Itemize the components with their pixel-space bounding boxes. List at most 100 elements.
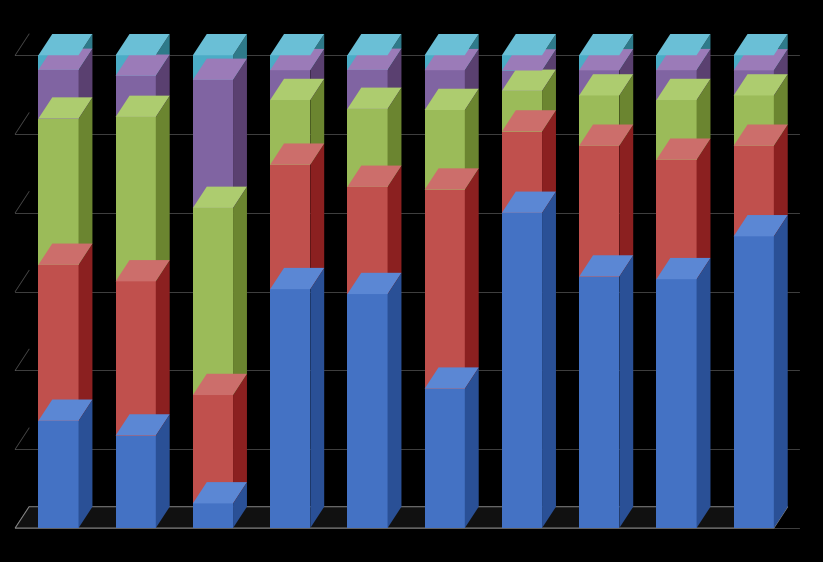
Polygon shape	[115, 282, 156, 436]
Polygon shape	[78, 48, 92, 119]
Polygon shape	[774, 49, 788, 96]
Polygon shape	[115, 76, 156, 117]
Polygon shape	[347, 70, 388, 109]
Polygon shape	[310, 49, 324, 100]
Polygon shape	[347, 109, 388, 187]
Polygon shape	[620, 255, 633, 528]
Polygon shape	[193, 34, 247, 55]
Polygon shape	[115, 436, 156, 528]
Polygon shape	[347, 48, 402, 70]
Polygon shape	[657, 70, 696, 100]
Polygon shape	[465, 89, 479, 189]
Polygon shape	[502, 132, 542, 213]
Polygon shape	[425, 368, 479, 389]
Polygon shape	[115, 55, 170, 76]
Polygon shape	[579, 96, 620, 146]
Polygon shape	[193, 208, 233, 395]
Polygon shape	[733, 55, 774, 70]
Polygon shape	[347, 34, 402, 55]
Polygon shape	[657, 49, 710, 70]
Polygon shape	[39, 70, 78, 119]
Polygon shape	[733, 74, 788, 96]
Polygon shape	[115, 34, 170, 55]
Polygon shape	[156, 414, 170, 528]
Polygon shape	[696, 49, 710, 100]
Polygon shape	[733, 215, 788, 236]
Polygon shape	[15, 507, 788, 528]
Polygon shape	[388, 88, 402, 187]
Polygon shape	[270, 34, 324, 55]
Polygon shape	[733, 146, 774, 236]
Polygon shape	[115, 117, 156, 282]
Polygon shape	[78, 97, 92, 265]
Polygon shape	[347, 55, 388, 70]
Polygon shape	[347, 166, 402, 187]
Polygon shape	[347, 88, 402, 109]
Polygon shape	[270, 268, 324, 289]
Polygon shape	[657, 258, 710, 279]
Polygon shape	[502, 70, 556, 91]
Polygon shape	[347, 273, 402, 294]
Polygon shape	[233, 374, 247, 504]
Polygon shape	[156, 55, 170, 117]
Polygon shape	[193, 58, 247, 80]
Polygon shape	[78, 243, 92, 421]
Polygon shape	[657, 34, 710, 55]
Polygon shape	[502, 70, 542, 91]
Polygon shape	[542, 110, 556, 213]
Polygon shape	[425, 49, 479, 70]
Polygon shape	[579, 34, 633, 55]
Polygon shape	[39, 119, 78, 265]
Polygon shape	[425, 169, 479, 189]
Polygon shape	[542, 192, 556, 528]
Polygon shape	[270, 79, 324, 100]
Polygon shape	[156, 260, 170, 436]
Polygon shape	[270, 49, 324, 70]
Polygon shape	[579, 70, 620, 96]
Polygon shape	[39, 97, 92, 119]
Polygon shape	[310, 79, 324, 165]
Polygon shape	[388, 48, 402, 109]
Polygon shape	[425, 34, 479, 55]
Polygon shape	[696, 34, 710, 70]
Polygon shape	[156, 96, 170, 282]
Polygon shape	[425, 110, 465, 189]
Polygon shape	[620, 125, 633, 277]
Polygon shape	[78, 400, 92, 528]
Polygon shape	[193, 482, 247, 504]
Polygon shape	[579, 55, 620, 70]
Polygon shape	[657, 100, 696, 160]
Polygon shape	[425, 55, 465, 70]
Polygon shape	[39, 400, 92, 421]
Polygon shape	[115, 96, 170, 117]
Polygon shape	[425, 389, 465, 528]
Polygon shape	[233, 34, 247, 80]
Polygon shape	[39, 243, 92, 265]
Polygon shape	[39, 265, 78, 421]
Polygon shape	[579, 146, 620, 277]
Polygon shape	[774, 34, 788, 70]
Polygon shape	[502, 49, 556, 70]
Polygon shape	[502, 55, 542, 70]
Polygon shape	[39, 421, 78, 528]
Polygon shape	[39, 48, 92, 70]
Polygon shape	[465, 368, 479, 528]
Polygon shape	[502, 110, 556, 132]
Polygon shape	[115, 55, 156, 76]
Polygon shape	[115, 414, 170, 436]
Polygon shape	[733, 125, 788, 146]
Polygon shape	[696, 79, 710, 160]
Polygon shape	[579, 49, 633, 70]
Polygon shape	[233, 482, 247, 528]
Polygon shape	[620, 74, 633, 146]
Polygon shape	[774, 74, 788, 146]
Polygon shape	[270, 55, 310, 70]
Polygon shape	[193, 395, 233, 504]
Polygon shape	[579, 125, 633, 146]
Polygon shape	[657, 55, 696, 70]
Polygon shape	[733, 96, 774, 146]
Polygon shape	[39, 55, 78, 70]
Polygon shape	[465, 169, 479, 389]
Polygon shape	[542, 34, 556, 70]
Polygon shape	[425, 70, 465, 110]
